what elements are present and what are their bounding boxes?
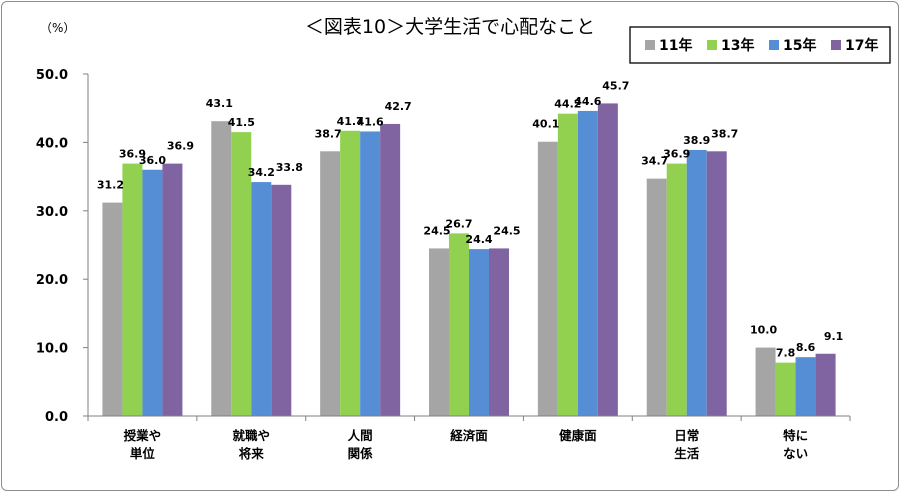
bar (775, 362, 796, 416)
data-label: 41.5 (228, 116, 255, 129)
bar (489, 248, 509, 416)
data-label: 24.5 (493, 224, 520, 237)
chart-title: ＜図表10＞大学生活で心配なこと (305, 16, 595, 38)
bar (706, 151, 727, 417)
x-category-label: 人間 (348, 428, 373, 443)
y-tick-label: 10.0 (36, 342, 68, 357)
bar (251, 182, 272, 416)
data-label: 38.9 (683, 134, 710, 147)
data-label: 26.7 (445, 217, 472, 230)
data-label: 33.8 (276, 161, 303, 174)
data-label: 9.1 (824, 330, 844, 343)
y-axis: 0.0 10.0 20.0 30.0 40.0 50.0 (36, 68, 89, 425)
bar (597, 103, 618, 417)
data-label: 7.8 (776, 347, 796, 360)
x-category-label: 将来 (239, 446, 265, 461)
legend-swatch (769, 40, 779, 50)
data-label: 45.7 (602, 79, 629, 92)
bar (162, 163, 183, 416)
data-label: 41.7 (337, 115, 364, 128)
unit-label: （%） (40, 21, 75, 35)
bar (380, 123, 401, 416)
data-label: 31.2 (97, 179, 124, 192)
data-label: 38.7 (315, 127, 342, 140)
data-label: 8.6 (796, 341, 816, 354)
data-label: 44.2 (554, 98, 581, 111)
bar (231, 132, 252, 416)
bar (686, 149, 707, 416)
data-label: 34.2 (248, 166, 275, 179)
data-label: 36.9 (119, 148, 146, 161)
bar (142, 169, 163, 416)
bar (666, 163, 687, 416)
data-label: 44.6 (574, 95, 601, 108)
x-category-label: 授業や (124, 428, 162, 443)
bar (360, 131, 381, 416)
y-tick-label: 0.0 (45, 410, 68, 425)
bar (102, 202, 123, 416)
data-label: 36.0 (139, 154, 166, 167)
data-label: 41.6 (357, 115, 384, 128)
bar (320, 151, 341, 417)
data-label: 42.7 (385, 100, 412, 113)
data-label: 40.1 (532, 118, 559, 131)
bar (122, 163, 143, 416)
bar (340, 130, 361, 416)
bar (755, 347, 776, 416)
legend-label: 13年 (721, 37, 754, 54)
bar (449, 233, 469, 416)
data-label: 36.9 (663, 148, 690, 161)
bar (795, 357, 816, 416)
x-category-label: 関係 (348, 446, 374, 461)
legend-swatch (707, 40, 717, 50)
y-tick-label: 30.0 (36, 205, 68, 220)
legend-box (629, 26, 891, 64)
data-label: 24.5 (423, 224, 450, 237)
y-tick-label: 20.0 (36, 273, 68, 288)
bar (557, 113, 578, 416)
x-category-label: 日常 (674, 428, 699, 443)
data-label: 38.7 (711, 127, 738, 140)
y-tick-label: 50.0 (36, 68, 68, 83)
bar (469, 249, 489, 416)
bars (102, 103, 836, 417)
bar (537, 141, 558, 416)
bar (646, 178, 667, 416)
data-label: 43.1 (206, 97, 233, 110)
x-category-label: 特に (783, 428, 808, 443)
data-label: 34.7 (641, 155, 668, 168)
data-label: 10.0 (750, 324, 777, 337)
legend: 11年 13年 15年 17年 (629, 26, 891, 64)
legend-swatch (831, 40, 841, 50)
bar (271, 184, 292, 416)
data-label: 36.9 (167, 140, 194, 153)
legend-label: 17年 (845, 37, 878, 54)
x-category-label: 経済面 (450, 428, 488, 443)
x-category-label: 健康面 (559, 428, 597, 443)
data-label: 24.4 (465, 233, 492, 246)
y-tick-label: 40.0 (36, 136, 68, 151)
legend-label: 15年 (783, 37, 816, 54)
bar (429, 248, 449, 416)
bar (577, 110, 598, 416)
legend-swatch (645, 40, 655, 50)
x-category-label: ない (783, 446, 808, 461)
x-category-label: 就職や (233, 428, 271, 443)
legend-label: 11年 (659, 37, 692, 54)
bar (815, 353, 836, 416)
bar (211, 121, 232, 417)
data-labels: 31.236.936.036.943.141.534.2 33.838.741.7… (97, 79, 843, 359)
x-category-label: 単位 (130, 446, 156, 461)
x-category-label: 生活 (674, 446, 700, 461)
